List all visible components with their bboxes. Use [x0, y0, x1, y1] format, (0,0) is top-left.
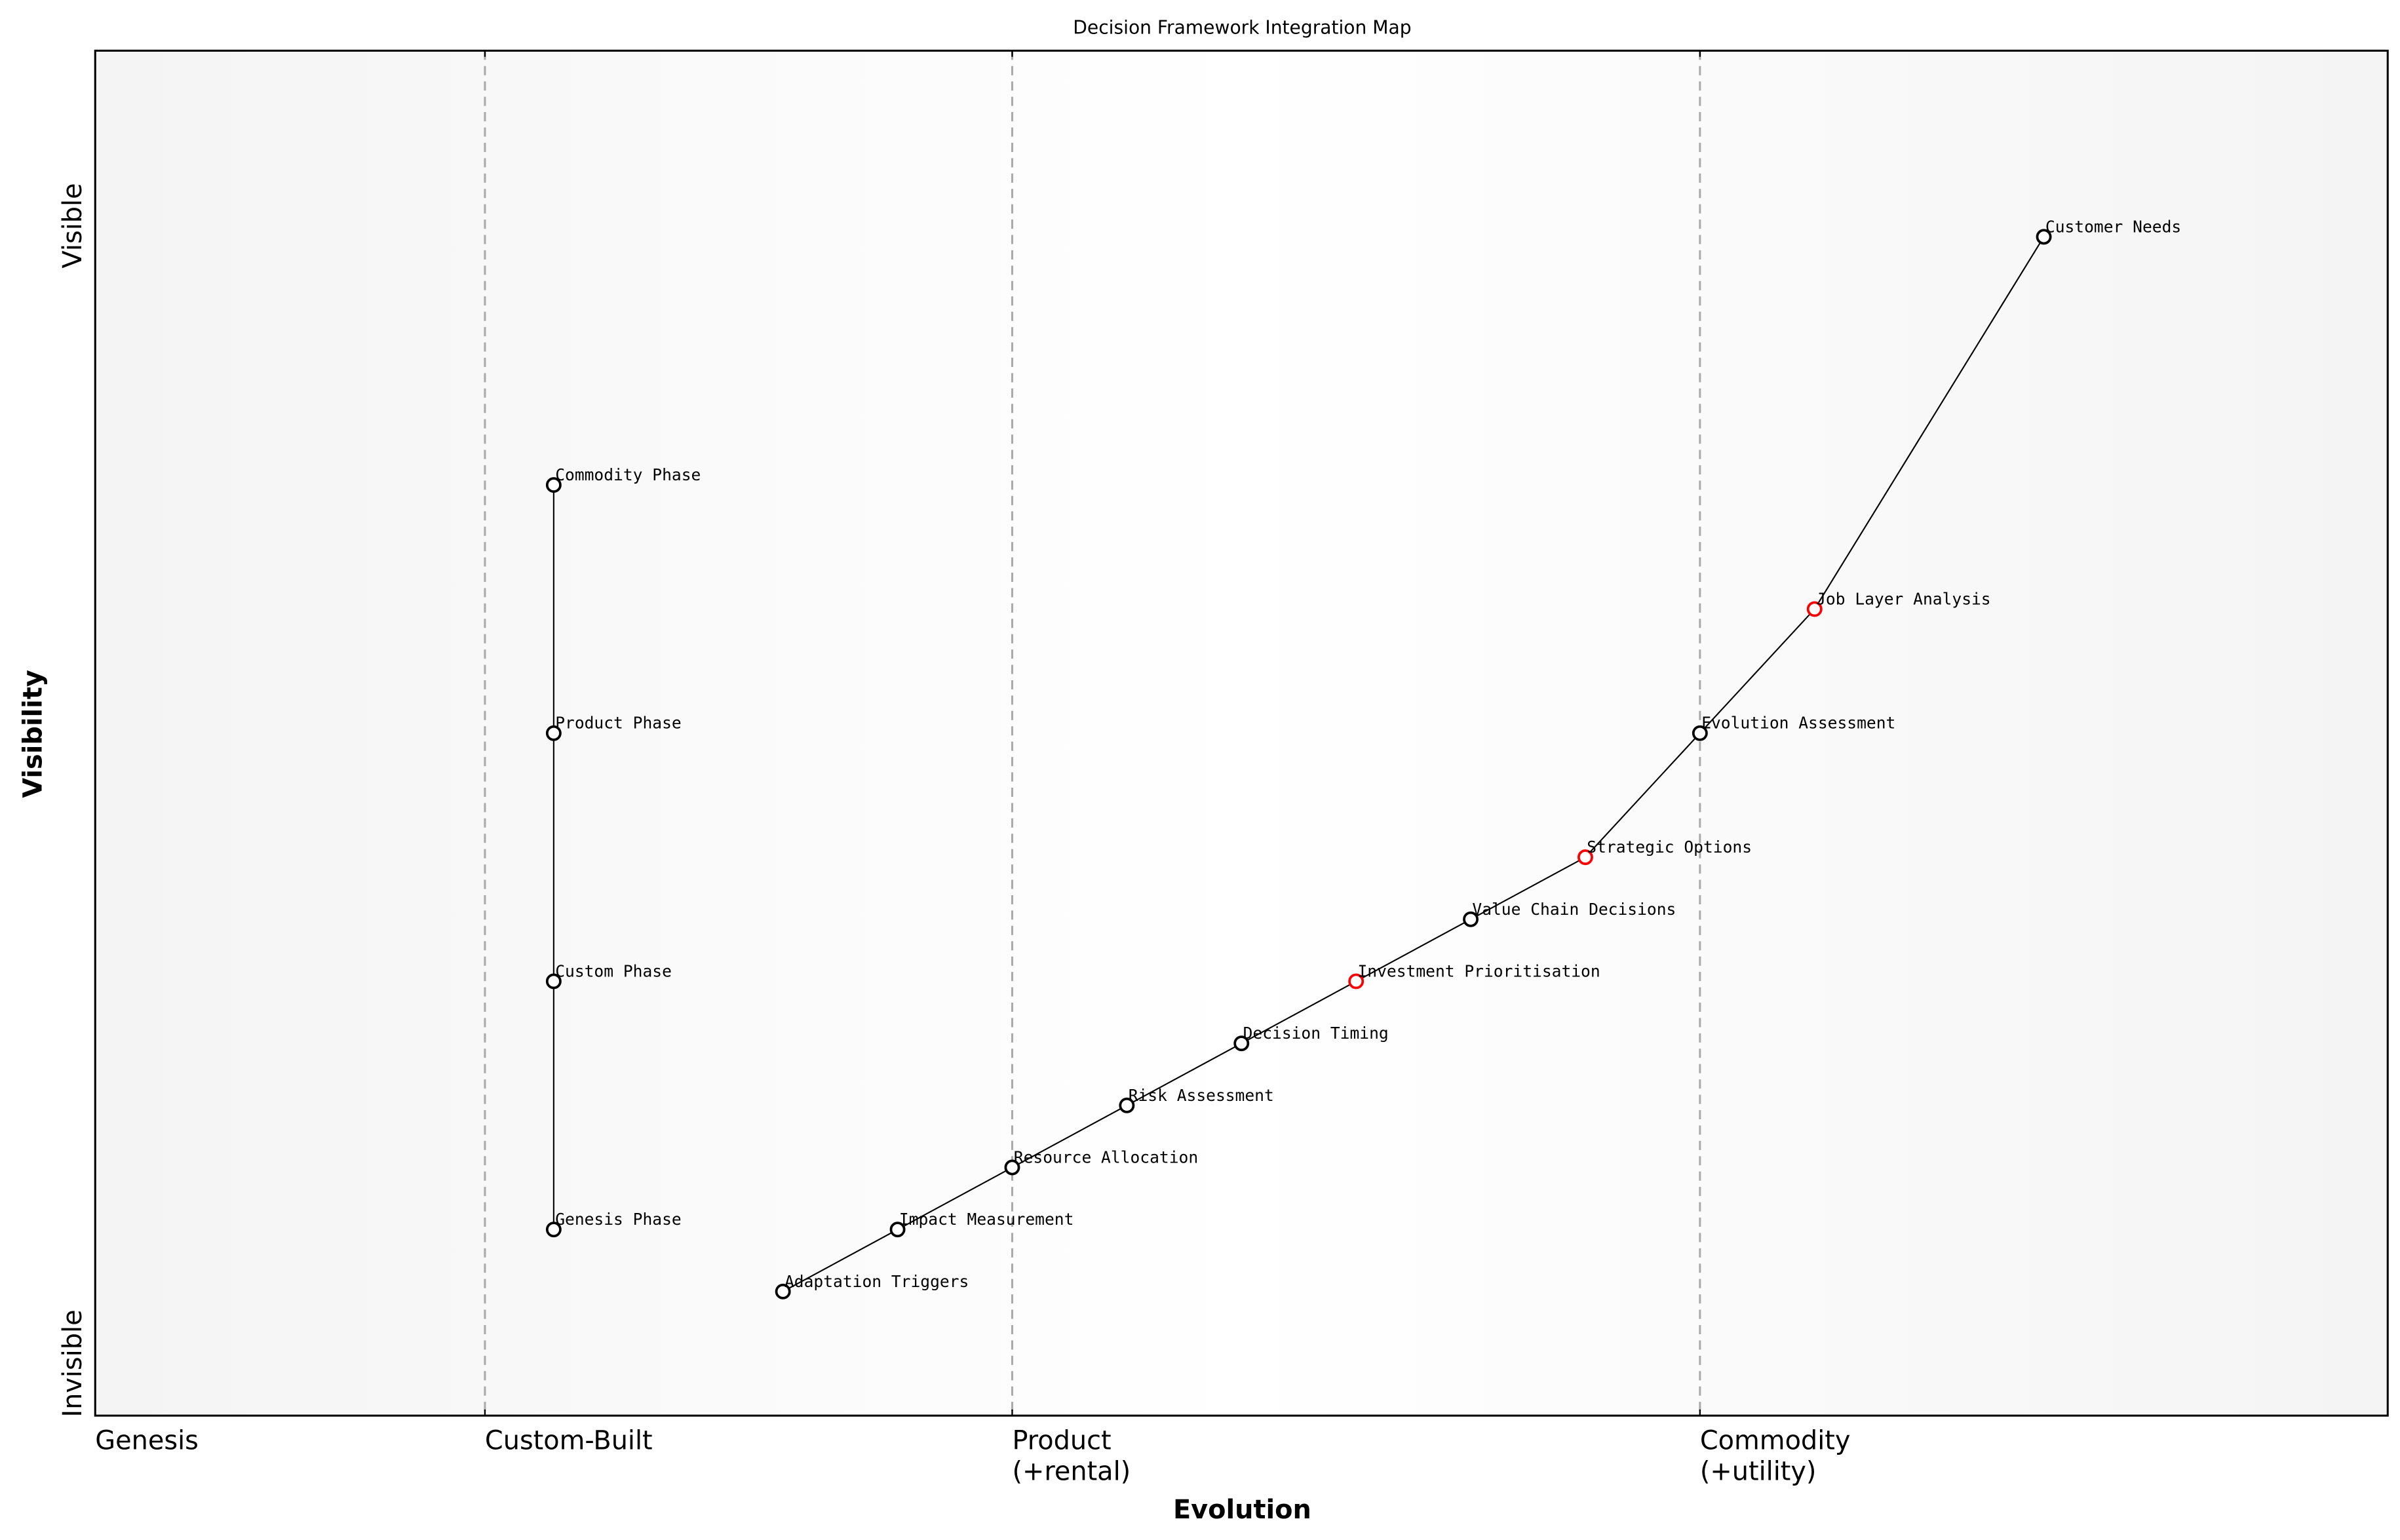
node-marker — [1233, 1035, 1250, 1052]
map-node: Product Phase — [545, 714, 682, 741]
link-line — [1011, 1104, 1127, 1168]
node-label: Risk Assessment — [1129, 1086, 1274, 1105]
chart-title: Decision Framework Integration Map — [1073, 17, 1411, 39]
node-marker — [545, 477, 562, 493]
node-label: Product Phase — [555, 714, 682, 733]
node-marker — [545, 1222, 562, 1238]
map-node: Investment Prioritisation — [1348, 961, 1600, 990]
x-tick-label: (+rental) — [1012, 1457, 1131, 1487]
node-label: Decision Timing — [1243, 1024, 1389, 1043]
node-marker — [545, 725, 562, 741]
node-label: Impact Measurement — [899, 1210, 1074, 1229]
link-line — [1126, 1043, 1242, 1106]
map-node: Genesis Phase — [545, 1210, 682, 1238]
node-marker — [889, 1222, 906, 1238]
link-line — [897, 1166, 1013, 1231]
x-tick-label: Custom-Built — [485, 1426, 653, 1456]
plot-frame — [94, 49, 2389, 1417]
node-label: Customer Needs — [2045, 217, 2181, 236]
link-line — [1241, 980, 1357, 1045]
node-label: Resource Allocation — [1014, 1147, 1198, 1166]
map-node: Evolution Assessment — [1692, 714, 1895, 741]
map-node: Strategic Options — [1577, 837, 1752, 866]
node-marker — [1577, 849, 1593, 866]
node-label: Job Layer Analysis — [1816, 589, 1991, 608]
y-label-invisible: Invisible — [58, 1309, 88, 1417]
x-tick-label: Commodity — [1700, 1426, 1851, 1456]
node-marker — [1806, 601, 1823, 617]
map-node: Customer Needs — [2036, 217, 2181, 245]
node-marker — [1692, 725, 1708, 741]
x-tick-label: Product — [1012, 1426, 1111, 1456]
x-tick-label: (+utility) — [1700, 1457, 1817, 1487]
node-marker — [545, 973, 562, 990]
node-marker — [775, 1283, 791, 1299]
map-node: Job Layer Analysis — [1806, 589, 1991, 617]
map-node: Resource Allocation — [1004, 1147, 1198, 1176]
node-label: Commodity Phase — [555, 465, 701, 484]
link-line — [1470, 857, 1586, 920]
node-marker — [1348, 973, 1365, 990]
node-marker — [2036, 229, 2052, 245]
x-axis-label: Evolution — [1173, 1495, 1311, 1525]
map-node: Value Chain Decisions — [1463, 900, 1676, 927]
link-line — [1585, 733, 1701, 858]
node-label: Investment Prioritisation — [1358, 961, 1600, 980]
node-marker — [1119, 1097, 1135, 1113]
map-node: Adaptation Triggers — [775, 1272, 969, 1299]
node-label: Value Chain Decisions — [1472, 900, 1676, 919]
map-node: Custom Phase — [545, 961, 672, 990]
node-label: Custom Phase — [555, 961, 672, 980]
map-node: Decision Timing — [1233, 1024, 1389, 1052]
node-marker — [1463, 911, 1479, 927]
plot-background — [95, 50, 2388, 1416]
y-label-visible: Visible — [58, 183, 88, 268]
link-line — [1699, 608, 1815, 734]
node-label: Adaptation Triggers — [784, 1272, 969, 1291]
y-axis-label: Visibility — [18, 670, 48, 798]
node-marker — [1004, 1159, 1020, 1176]
node-label: Genesis Phase — [555, 1210, 682, 1229]
link-line — [1813, 236, 2045, 609]
node-label: Evolution Assessment — [1701, 714, 1895, 733]
x-tick-label: Genesis — [95, 1426, 199, 1456]
node-label: Strategic Options — [1587, 837, 1752, 857]
link-line — [1355, 918, 1471, 982]
link-line — [783, 1229, 899, 1292]
map-node: Risk Assessment — [1119, 1086, 1274, 1113]
map-node: Impact Measurement — [889, 1210, 1074, 1238]
map-node: Commodity Phase — [545, 465, 701, 493]
